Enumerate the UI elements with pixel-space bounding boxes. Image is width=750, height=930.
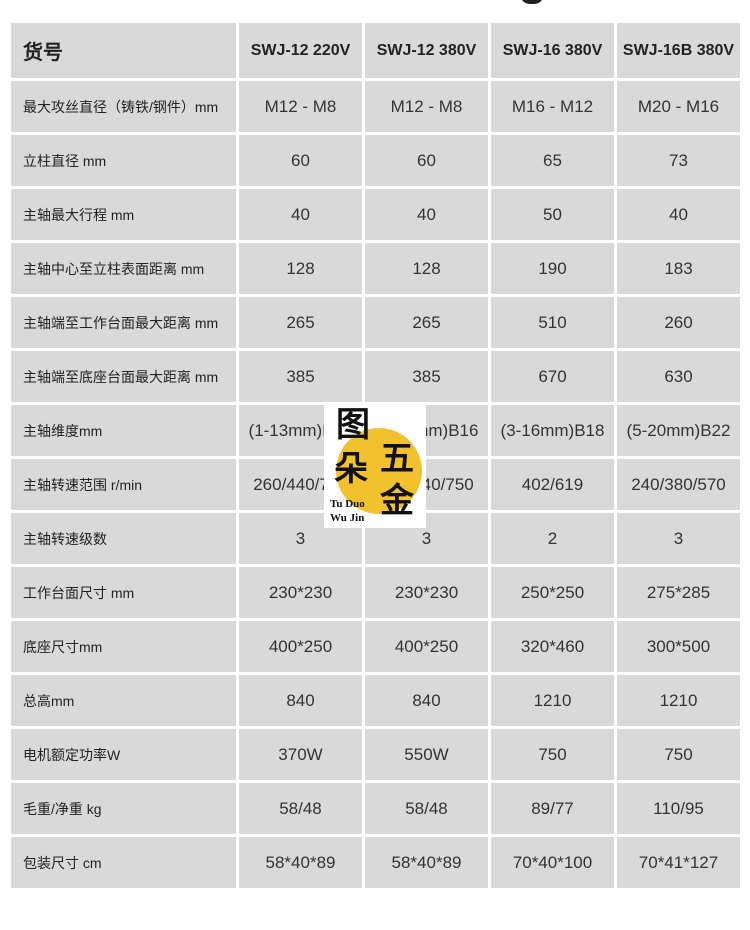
logo-char: 金 bbox=[380, 481, 414, 521]
table-cell: 1210 bbox=[491, 675, 614, 726]
table-cell: M20 - M16 bbox=[617, 81, 740, 132]
table-cell: 1210 bbox=[617, 675, 740, 726]
table-cell: 58/48 bbox=[365, 783, 488, 834]
table-cell: 58/48 bbox=[239, 783, 362, 834]
table-cell: 190 bbox=[491, 243, 614, 294]
row-label: 主轴中心至立柱表面距离 mm bbox=[11, 243, 236, 294]
table-cell: 260 bbox=[617, 297, 740, 348]
table-cell: 750 bbox=[617, 729, 740, 780]
row-label: 毛重/净重 kg bbox=[11, 783, 236, 834]
row-label: 主轴端至工作台面最大距离 mm bbox=[11, 297, 236, 348]
table-row: 主轴端至底座台面最大距离 mm 385 385 670 630 bbox=[11, 351, 740, 402]
table-row: 主轴最大行程 mm 40 40 50 40 bbox=[11, 189, 740, 240]
logo-text-line2: Wu Jin bbox=[330, 512, 365, 524]
table-cell: 265 bbox=[239, 297, 362, 348]
table-cell: 510 bbox=[491, 297, 614, 348]
table-header-row: 货号 SWJ-12 220V SWJ-12 380V SWJ-16 380V S… bbox=[11, 23, 740, 78]
table-cell: 40 bbox=[239, 189, 362, 240]
table-cell: 70*40*100 bbox=[491, 837, 614, 888]
table-cell: 58*40*89 bbox=[239, 837, 362, 888]
table-cell: 230*230 bbox=[365, 567, 488, 618]
table-cell: 128 bbox=[365, 243, 488, 294]
row-label: 主轴最大行程 mm bbox=[11, 189, 236, 240]
row-label: 包装尺寸 cm bbox=[11, 837, 236, 888]
table-cell: 840 bbox=[239, 675, 362, 726]
table-cell: 402/619 bbox=[491, 459, 614, 510]
table-cell: 40 bbox=[365, 189, 488, 240]
table-cell: 60 bbox=[365, 135, 488, 186]
table-cell: (5-20mm)B22 bbox=[617, 405, 740, 456]
model-header: SWJ-16 380V bbox=[491, 23, 614, 78]
table-cell: 230*230 bbox=[239, 567, 362, 618]
table-row: 立柱直径 mm 60 60 65 73 bbox=[11, 135, 740, 186]
table-cell: 240/380/570 bbox=[617, 459, 740, 510]
table-cell: 250*250 bbox=[491, 567, 614, 618]
table-cell: M16 - M12 bbox=[491, 81, 614, 132]
row-label: 立柱直径 mm bbox=[11, 135, 236, 186]
model-header: SWJ-16B 380V bbox=[617, 23, 740, 78]
logo-sun-shape bbox=[336, 428, 422, 514]
row-label: 底座尺寸mm bbox=[11, 621, 236, 672]
table-cell: 60 bbox=[239, 135, 362, 186]
table-cell: 73 bbox=[617, 135, 740, 186]
table-cell: 65 bbox=[491, 135, 614, 186]
table-cell: 630 bbox=[617, 351, 740, 402]
table-cell: 50 bbox=[491, 189, 614, 240]
table-row: 最大攻丝直径（铸铁/钢件）mm M12 - M8 M12 - M8 M16 - M12… bbox=[11, 81, 740, 132]
row-label: 主轴维度mm bbox=[11, 405, 236, 456]
row-label: 工作台面尺寸 mm bbox=[11, 567, 236, 618]
row-label: 主轴转速范围 r/min bbox=[11, 459, 236, 510]
header-label: 货号 bbox=[11, 23, 236, 78]
table-cell: 110/95 bbox=[617, 783, 740, 834]
table-row: 底座尺寸mm 400*250 400*250 320*460 300*500 bbox=[11, 621, 740, 672]
table-cell: 385 bbox=[239, 351, 362, 402]
row-label: 电机额定功率W bbox=[11, 729, 236, 780]
table-cell: 550W bbox=[365, 729, 488, 780]
logo-char: 五 bbox=[380, 439, 414, 479]
table-cell: M12 - M8 bbox=[365, 81, 488, 132]
table-cell: 840 bbox=[365, 675, 488, 726]
row-label: 主轴端至底座台面最大距离 mm bbox=[11, 351, 236, 402]
table-cell: (3-16mm)B18 bbox=[491, 405, 614, 456]
table-cell: 70*41*127 bbox=[617, 837, 740, 888]
table-row: 主轴端至工作台面最大距离 mm 265 265 510 260 bbox=[11, 297, 740, 348]
model-header: SWJ-12 220V bbox=[239, 23, 362, 78]
table-cell: 385 bbox=[365, 351, 488, 402]
table-row: 包装尺寸 cm 58*40*89 58*40*89 70*40*100 70*41*12… bbox=[11, 837, 740, 888]
table-cell: 3 bbox=[617, 513, 740, 564]
table-row: 主轴中心至立柱表面距离 mm 128 128 190 183 bbox=[11, 243, 740, 294]
table-cell: M12 - M8 bbox=[239, 81, 362, 132]
table-row: 毛重/净重 kg 58/48 58/48 89/77 110/95 bbox=[11, 783, 740, 834]
table-cell: 300*500 bbox=[617, 621, 740, 672]
logo-char: 图 bbox=[336, 405, 370, 445]
table-cell: 89/77 bbox=[491, 783, 614, 834]
row-label: 主轴转速级数 bbox=[11, 513, 236, 564]
cropped-decoration bbox=[520, 0, 544, 4]
table-row: 总高mm 840 840 1210 1210 bbox=[11, 675, 740, 726]
table-cell: 265 bbox=[365, 297, 488, 348]
table-row: 工作台面尺寸 mm 230*230 230*230 250*250 275*285 bbox=[11, 567, 740, 618]
model-header: SWJ-12 380V bbox=[365, 23, 488, 78]
row-label: 最大攻丝直径（铸铁/钢件）mm bbox=[11, 81, 236, 132]
table-cell: 2 bbox=[491, 513, 614, 564]
logo-text-line1: Tu Duo bbox=[330, 498, 365, 510]
table-cell: 128 bbox=[239, 243, 362, 294]
spec-table: 货号 SWJ-12 220V SWJ-12 380V SWJ-16 380V S… bbox=[8, 20, 743, 891]
logo-char: 朵 bbox=[334, 449, 368, 489]
table-cell: 275*285 bbox=[617, 567, 740, 618]
watermark-logo: 图 朵 五 金 Tu Duo Wu Jin bbox=[324, 402, 426, 528]
table-cell: 400*250 bbox=[239, 621, 362, 672]
table-cell: 750 bbox=[491, 729, 614, 780]
table-cell: 400*250 bbox=[365, 621, 488, 672]
table-cell: 320*460 bbox=[491, 621, 614, 672]
table-cell: 40 bbox=[617, 189, 740, 240]
row-label: 总高mm bbox=[11, 675, 236, 726]
table-cell: 370W bbox=[239, 729, 362, 780]
table-row: 电机额定功率W 370W 550W 750 750 bbox=[11, 729, 740, 780]
table-cell: 183 bbox=[617, 243, 740, 294]
table-cell: 670 bbox=[491, 351, 614, 402]
table-cell: 58*40*89 bbox=[365, 837, 488, 888]
